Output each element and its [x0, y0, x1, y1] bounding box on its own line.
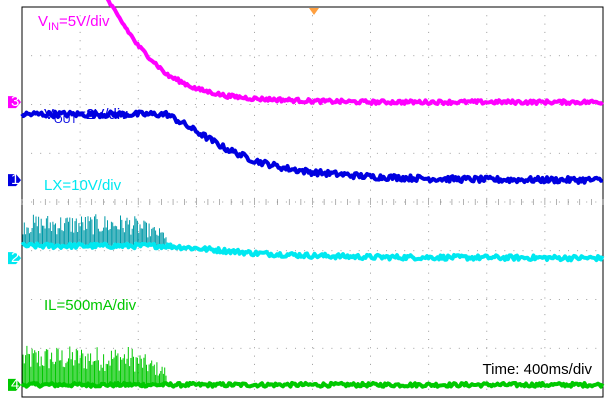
marker-number: 3: [11, 93, 19, 110]
label-subscript: IN: [48, 21, 59, 33]
marker-shape: [8, 174, 21, 187]
label-rest: =5V/div: [59, 13, 110, 30]
marker-number: 1: [11, 171, 19, 188]
trace-lx: [20, 214, 605, 263]
label-main: IL=500mA/div: [44, 297, 137, 314]
channel-1-marker-icon: 1: [8, 171, 21, 188]
channel-markers: 3 1 2 4: [8, 93, 21, 393]
switching-burst: [22, 214, 167, 246]
trace-line: [20, 380, 605, 389]
trace-label-v-in: VIN=5V/div: [38, 13, 110, 33]
label-subscript: OUT: [54, 114, 78, 126]
grid: [21, 6, 604, 398]
marker-shape: [8, 252, 21, 265]
trace-line: [105, 0, 604, 106]
label-main: LX=10V/div: [44, 177, 122, 194]
traces: [20, 0, 605, 389]
trace-v-in: [105, 0, 604, 106]
label-rest: =2V/div: [77, 106, 128, 123]
switching-burst: [22, 345, 167, 385]
marker-number: 4: [11, 376, 19, 393]
trace-il: [20, 345, 605, 389]
channel-3-marker-icon: 3: [8, 93, 21, 110]
label-main: V: [38, 13, 48, 30]
marker-number: 2: [11, 249, 19, 266]
trace-line: [20, 241, 605, 263]
trace-labels: VIN=5V/divVOUT=2V/divLX=10V/divIL=500mA/…: [38, 13, 137, 314]
label-main: V: [44, 106, 54, 123]
trace-v-out: [20, 109, 604, 185]
trace-label-v-out: VOUT=2V/div: [44, 106, 128, 126]
marker-shape: [8, 378, 21, 391]
marker-shape: [8, 96, 21, 109]
trace-label-il: IL=500mA/div: [44, 297, 137, 314]
trace-line: [20, 109, 604, 185]
time-base-label: Time: 400ms/div: [483, 361, 593, 378]
channel-2-marker-icon: 2: [8, 249, 21, 266]
channel-4-marker-icon: 4: [8, 376, 21, 393]
trace-label-lx: LX=10V/div: [44, 177, 122, 194]
trigger-marker-icon: [309, 8, 319, 15]
